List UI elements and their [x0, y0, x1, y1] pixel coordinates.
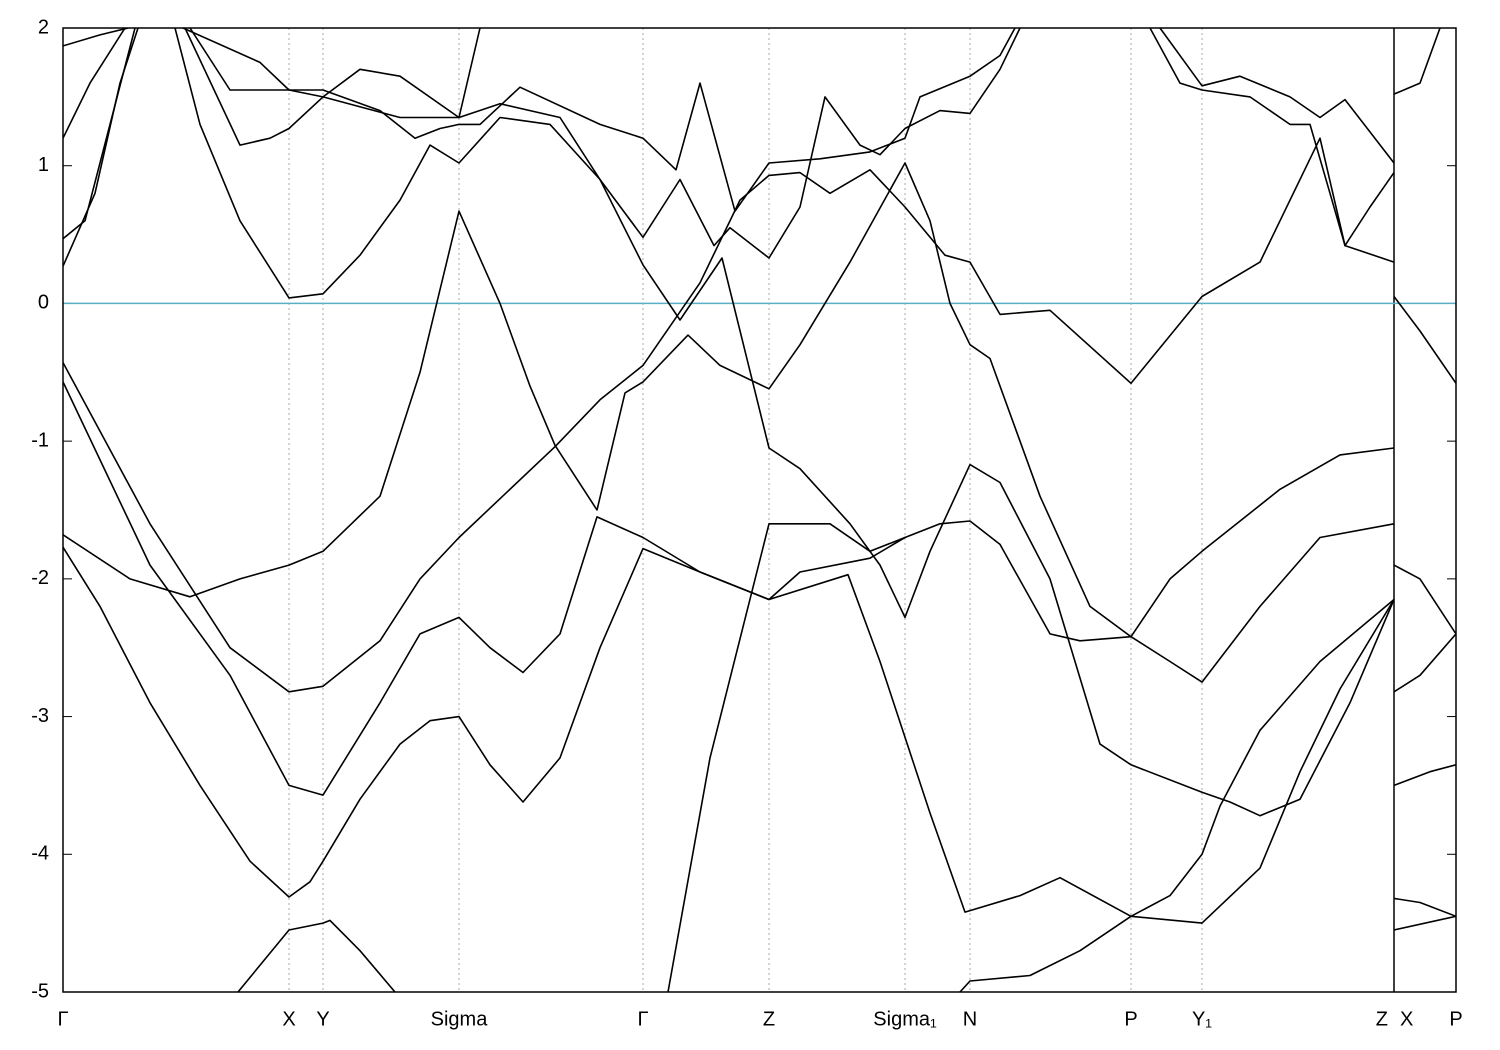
y-tick-label: -1: [31, 429, 49, 451]
x-tick-label: Γ: [637, 1008, 648, 1030]
y-tick-label: 1: [38, 154, 49, 176]
band-line: [237, 919, 396, 992]
band-line: [1393, 296, 1456, 384]
band-line: [63, 28, 126, 139]
y-tick-label: -5: [31, 980, 49, 1002]
band-line: [1149, 28, 1395, 247]
x-tick-label: Γ: [57, 1008, 68, 1030]
x-tick-label: Sigma: [431, 1008, 489, 1030]
x-tick-label: Y₁: [1192, 1008, 1212, 1030]
band-line: [1159, 28, 1395, 164]
x-tick-label: Z: [1376, 1008, 1388, 1030]
x-tick-label: X: [282, 1008, 295, 1030]
band-line: [1393, 764, 1456, 787]
band-line: [189, 28, 1016, 212]
band-line: [182, 28, 481, 119]
y-tick-label: 2: [38, 16, 49, 38]
band-line: [1393, 564, 1456, 635]
band-line: [63, 28, 129, 47]
x-tick-label: P: [1124, 1008, 1137, 1030]
y-tick-label: -3: [31, 705, 49, 727]
band-line: [1393, 915, 1456, 931]
band-line: [63, 162, 1395, 638]
band-line: [63, 28, 136, 240]
band-line: [63, 137, 1395, 693]
x-tick-label: P: [1449, 1008, 1462, 1030]
y-tick-label: -2: [31, 567, 49, 589]
x-tick-label: Sigma₁: [873, 1008, 937, 1030]
x-tick-label: N: [963, 1008, 977, 1030]
band-line: [1393, 897, 1456, 918]
x-tick-label: Z: [763, 1008, 775, 1030]
band-line: [1393, 28, 1441, 95]
band-line: [959, 598, 1395, 992]
band-line: [63, 381, 1395, 796]
band-line: [1393, 633, 1456, 693]
y-tick-label: -4: [31, 843, 49, 865]
band-line: [63, 28, 139, 267]
x-tick-label: Y: [316, 1008, 329, 1030]
grid-layer: [63, 27, 1456, 993]
plot-frame: [62, 27, 1457, 993]
band-line: [174, 28, 1395, 817]
x-tick-label: X: [1400, 1008, 1413, 1030]
band-line: [667, 523, 906, 992]
y-tick-label: 0: [38, 292, 49, 314]
bands: [63, 28, 1456, 992]
